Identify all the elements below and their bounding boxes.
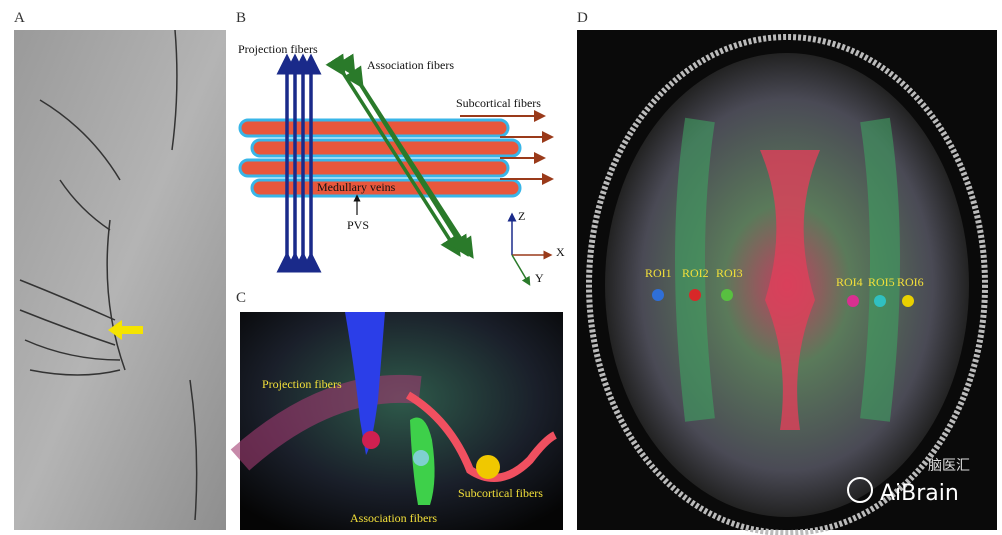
- label-veins: Medullary veins: [317, 180, 396, 194]
- roi-label: ROI4: [836, 275, 863, 289]
- axes-glyph: [507, 212, 553, 286]
- label-association: Association fibers: [367, 58, 454, 72]
- skull: [586, 34, 988, 535]
- label-subcortical: Subcortical fibers: [458, 486, 543, 500]
- panel-a-texture: [19, 29, 198, 521]
- roi-sphere: [362, 431, 380, 449]
- roi-label: ROI1: [645, 266, 672, 280]
- roi-label: ROI6: [897, 275, 924, 289]
- roi-label: ROI2: [682, 266, 709, 280]
- label-projection: Projection fibers: [238, 42, 318, 56]
- projection-arrows: [276, 53, 322, 273]
- axis-y: Y: [535, 271, 544, 285]
- projection-bundle: [345, 312, 385, 455]
- tract-right: [860, 117, 900, 422]
- label-subcortical: Subcortical fibers: [456, 96, 541, 110]
- label-projection: Projection fibers: [262, 377, 342, 391]
- roi-label: ROI5: [868, 275, 895, 289]
- panel-label: C: [236, 290, 246, 306]
- association-arrows: [325, 53, 474, 259]
- wechat-icon: [847, 477, 873, 503]
- roi-markers: [652, 289, 914, 307]
- panel-label: B: [236, 10, 246, 26]
- roi-sphere: [413, 450, 429, 466]
- tract-left: [675, 117, 715, 422]
- axis-z: Z: [518, 209, 525, 223]
- label-pvs: PVS: [347, 218, 369, 232]
- roi-sphere: [476, 455, 500, 479]
- roi-label: ROI3: [716, 266, 743, 280]
- watermark-brand: AiBrain: [880, 481, 959, 506]
- panel-a-image: [14, 30, 226, 530]
- arrow-marker: [108, 320, 143, 340]
- panel-label: A: [14, 10, 25, 26]
- watermark-badge: 脑医汇: [928, 458, 970, 474]
- subcortical-arrows: [460, 110, 554, 185]
- panel-label: D: [577, 10, 588, 26]
- label-association: Association fibers: [350, 511, 437, 525]
- corpus-callosum: [760, 150, 820, 430]
- axis-x: X: [556, 245, 565, 259]
- background-tract: [230, 374, 422, 471]
